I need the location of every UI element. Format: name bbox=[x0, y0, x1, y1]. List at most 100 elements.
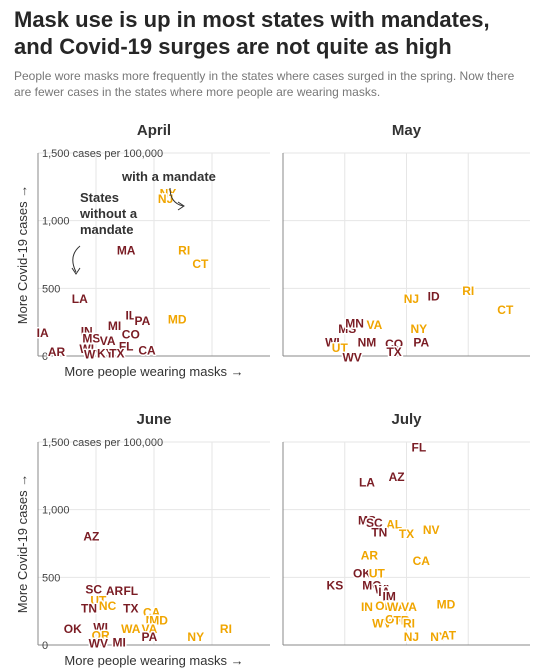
state-point-ok: OK bbox=[353, 566, 371, 580]
y-tick-label: 0 bbox=[42, 351, 48, 363]
state-point-or: OR bbox=[92, 629, 110, 643]
panel-title: April bbox=[137, 122, 171, 139]
state-point-mn: MN bbox=[345, 317, 364, 331]
state-point-ia: IA bbox=[37, 326, 49, 340]
state-point-nv: NV bbox=[146, 614, 163, 628]
state-point-wv: WV bbox=[372, 616, 391, 630]
annotation-arrowhead-with-mandate bbox=[177, 201, 185, 211]
state-point-ut: UT bbox=[369, 566, 386, 580]
state-point-ut: UT bbox=[332, 341, 349, 355]
state-point-nc: NC bbox=[99, 599, 117, 613]
state-point-co: CO bbox=[122, 327, 140, 341]
state-point-ct: CT bbox=[497, 303, 514, 317]
state-point-fl: FL bbox=[123, 584, 138, 598]
state-point-wi: WI bbox=[374, 583, 389, 597]
state-point-wv: WV bbox=[89, 637, 108, 651]
state-point-ms: MS bbox=[338, 322, 356, 336]
y-tick-label: 500 bbox=[42, 283, 60, 295]
y-axis-label: More Covid-19 cases → bbox=[15, 185, 30, 324]
state-point-nj: NJ bbox=[158, 192, 173, 206]
state-point-va: VA bbox=[100, 334, 116, 348]
panel-title: May bbox=[392, 122, 422, 139]
annotation-arrowhead-without-mandate bbox=[71, 267, 81, 275]
state-point-wi: WI bbox=[325, 335, 340, 349]
state-point-tx: TX bbox=[109, 346, 124, 360]
panel-title: June bbox=[136, 411, 171, 428]
state-point-tn: TN bbox=[81, 601, 97, 615]
state-point-ms: MS bbox=[82, 331, 100, 345]
state-point-tx: TX bbox=[123, 601, 138, 615]
state-point-ny: NY bbox=[187, 630, 204, 644]
y-tick-label: 0 bbox=[42, 640, 48, 652]
state-point-il: IL bbox=[125, 308, 136, 322]
state-point-ia: IA bbox=[378, 585, 390, 599]
state-point-wv: WV bbox=[342, 350, 361, 364]
state-point-ri: RI bbox=[178, 243, 190, 257]
state-point-ar: AR bbox=[106, 584, 124, 598]
state-point-sc: SC bbox=[366, 516, 383, 530]
state-point-or: OR bbox=[385, 612, 403, 626]
state-point-at: AT bbox=[441, 629, 457, 643]
state-point-ca: CA bbox=[413, 554, 431, 568]
state-point-tr: TR bbox=[394, 614, 410, 628]
state-point-mi: MI bbox=[113, 635, 126, 649]
state-point-wi: WI bbox=[93, 620, 108, 634]
state-point-ca: CA bbox=[143, 606, 161, 620]
chart-subtitle: People wore masks more frequently in the… bbox=[14, 69, 515, 99]
state-point-id: ID bbox=[428, 289, 440, 303]
state-point-md: MD bbox=[168, 312, 187, 326]
state-point-va: VA bbox=[141, 622, 157, 636]
state-point-ky: KY bbox=[97, 346, 114, 360]
state-point-ut: UT bbox=[90, 593, 107, 607]
state-point-nj: NJ bbox=[404, 630, 419, 644]
state-point-sc: SC bbox=[85, 583, 102, 597]
state-point-la: LA bbox=[72, 292, 88, 306]
state-point-md: MD bbox=[149, 614, 168, 628]
state-point-nm: NM bbox=[358, 335, 377, 349]
state-point-in: IN bbox=[81, 325, 93, 339]
y-tick-label: 1,000 bbox=[42, 216, 70, 228]
state-point-ms: MS bbox=[358, 513, 376, 527]
x-axis-label: More people wearing masks → bbox=[64, 653, 243, 668]
annotation-arrow-with-mandate bbox=[169, 187, 184, 207]
state-point-oh: OH bbox=[375, 599, 393, 613]
state-point-nv: NV bbox=[423, 523, 440, 537]
annotation-without-mandate-line: without a bbox=[79, 206, 138, 221]
state-point-wv: WV bbox=[84, 348, 103, 362]
state-point-in: IN bbox=[361, 600, 373, 614]
state-point-al: AL bbox=[386, 518, 402, 532]
state-point-la: LA bbox=[359, 476, 375, 490]
state-point-fl: FL bbox=[119, 340, 134, 354]
state-point-wa: WA bbox=[387, 600, 407, 614]
annotation-without-mandate-line: mandate bbox=[80, 222, 133, 237]
state-point-fl: FL bbox=[412, 440, 427, 454]
state-point-pa: PA bbox=[141, 630, 157, 644]
state-point-ar: AR bbox=[48, 345, 66, 359]
state-point-im: IM bbox=[383, 589, 396, 603]
state-point-ma: MA bbox=[117, 243, 136, 257]
state-point-wa: WA bbox=[121, 622, 141, 636]
annotation-without-mandate-line: States bbox=[80, 190, 119, 205]
state-point-pa: PA bbox=[413, 335, 429, 349]
state-point-ar: AR bbox=[361, 549, 379, 563]
state-point-ks: KS bbox=[327, 578, 344, 592]
x-axis-label: More people wearing masks → bbox=[64, 364, 243, 379]
y-tick-label: 500 bbox=[42, 572, 60, 584]
chart-title: Mask use is up in most states with manda… bbox=[14, 7, 490, 59]
y-tick-label: 1,500 cases per 100,000 bbox=[42, 437, 163, 449]
state-point-ri: RI bbox=[403, 616, 415, 630]
annotation-arrow-without-mandate bbox=[72, 245, 81, 273]
state-point-ca: CA bbox=[138, 344, 156, 358]
state-point-tx: TX bbox=[399, 527, 414, 541]
state-point-ct: CT bbox=[192, 257, 209, 271]
state-point-mi: MI bbox=[108, 319, 121, 333]
state-point-tx: TX bbox=[386, 345, 401, 359]
state-point-md: MD bbox=[437, 597, 456, 611]
state-point-wi: WI bbox=[79, 342, 94, 356]
y-axis-label: More Covid-19 cases → bbox=[15, 474, 30, 613]
state-point-ri: RI bbox=[462, 284, 474, 298]
state-point-ok: OK bbox=[64, 622, 82, 636]
state-point-co: CO bbox=[385, 337, 403, 351]
state-point-ny: NY bbox=[411, 322, 428, 336]
